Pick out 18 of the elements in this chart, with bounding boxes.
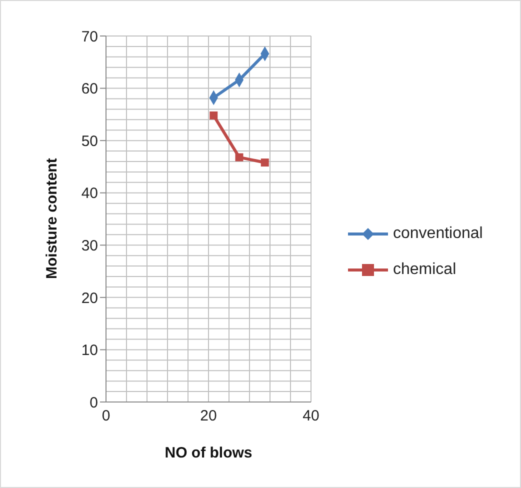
- x-tick-label: 40: [302, 408, 320, 425]
- legend-label: chemical: [393, 261, 456, 279]
- legend-label: conventional: [393, 225, 483, 243]
- y-axis-title: Moisture content: [43, 158, 60, 279]
- x-tick-label: 20: [200, 408, 217, 425]
- y-tick-label: 70: [81, 28, 98, 46]
- y-tick-label: 60: [81, 80, 98, 98]
- y-tick-label: 0: [90, 394, 98, 412]
- y-tick-label: 10: [81, 342, 98, 360]
- y-tick-label: 20: [81, 290, 98, 307]
- point: [235, 153, 244, 162]
- y-tick-label: 50: [81, 132, 98, 150]
- point: [210, 111, 218, 120]
- y-tick-label: 30: [81, 237, 98, 254]
- y-tick-label: 40: [81, 185, 98, 202]
- x-axis-title: NO of blows: [164, 444, 252, 462]
- x-tick-label: 0: [102, 408, 110, 425]
- point: [260, 158, 269, 167]
